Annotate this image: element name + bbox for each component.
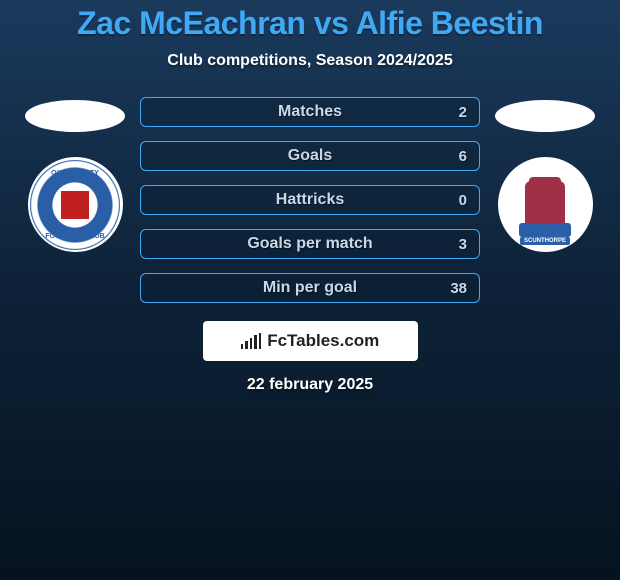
player-right-avatar (495, 100, 595, 132)
stat-row-goals-per-match: Goals per match 3 (140, 229, 480, 259)
player-left-avatar (25, 100, 125, 132)
player-left-column: OXFORD CITY FOOTBALL CLUB (20, 95, 130, 252)
stat-label: Goals per match (247, 235, 372, 253)
player-right-column: IRON SCUNTHORPE (490, 95, 600, 252)
brand-logo-text: FcTables.com (267, 331, 379, 351)
stat-right-value: 6 (459, 148, 467, 165)
stat-row-matches: Matches 2 (140, 97, 480, 127)
badge-left-text-top: OXFORD CITY (30, 170, 120, 177)
club-badge-right: IRON SCUNTHORPE (498, 157, 593, 252)
stat-label: Min per goal (263, 279, 357, 297)
page-title: Zac McEachran vs Alfie Beestin (0, 5, 620, 42)
badge-right-ribbon: SCUNTHORPE (520, 237, 570, 245)
stat-right-value: 3 (459, 236, 467, 253)
bar-chart-icon (241, 333, 262, 349)
stat-label: Hattricks (276, 191, 344, 209)
brand-logo[interactable]: FcTables.com (203, 321, 418, 361)
stat-row-min-per-goal: Min per goal 38 (140, 273, 480, 303)
date-label: 22 february 2025 (247, 376, 373, 394)
stat-label: Goals (288, 147, 332, 165)
main-row: OXFORD CITY FOOTBALL CLUB Matches 2 Goal… (0, 95, 620, 303)
stat-right-value: 38 (450, 280, 467, 297)
footer: FcTables.com 22 february 2025 (0, 321, 620, 394)
club-badge-left: OXFORD CITY FOOTBALL CLUB (28, 157, 123, 252)
scunthorpe-badge-icon: IRON SCUNTHORPE (505, 165, 585, 245)
stat-row-hattricks: Hattricks 0 (140, 185, 480, 215)
stat-right-value: 2 (459, 104, 467, 121)
stat-row-goals: Goals 6 (140, 141, 480, 171)
stat-right-value: 0 (459, 192, 467, 209)
badge-left-shield-icon (59, 189, 91, 221)
oxford-city-badge-icon: OXFORD CITY FOOTBALL CLUB (30, 160, 120, 250)
stats-column: Matches 2 Goals 6 Hattricks 0 Goals per … (140, 95, 480, 303)
subtitle: Club competitions, Season 2024/2025 (0, 52, 620, 70)
badge-left-text-bottom: FOOTBALL CLUB (30, 233, 120, 240)
cuff-icon (519, 223, 571, 237)
fist-icon (525, 181, 565, 229)
comparison-card: Zac McEachran vs Alfie Beestin Club comp… (0, 0, 620, 394)
stat-label: Matches (278, 103, 342, 121)
